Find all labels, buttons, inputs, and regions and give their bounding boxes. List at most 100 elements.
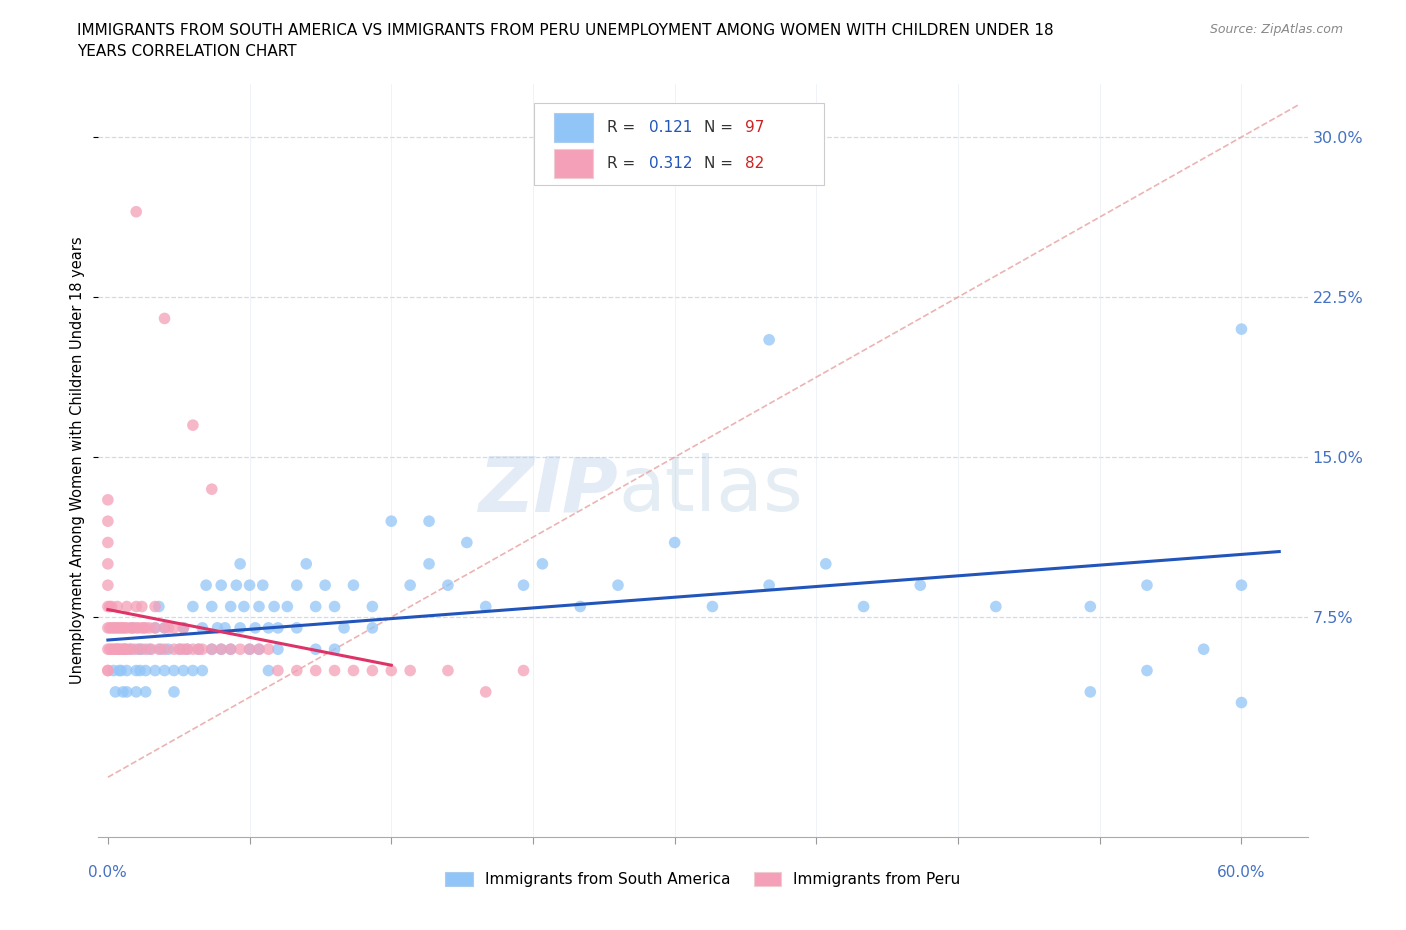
Point	[114, 620, 136, 635]
Point	[257, 663, 280, 678]
Point	[111, 620, 134, 635]
Point	[239, 642, 262, 657]
Point	[105, 620, 128, 635]
Point	[702, 599, 724, 614]
Point	[305, 599, 328, 614]
Point	[380, 663, 402, 678]
Point	[437, 578, 460, 592]
Point	[314, 578, 336, 592]
Point	[1078, 599, 1101, 614]
Point	[163, 642, 186, 657]
Point	[176, 642, 198, 657]
Point	[120, 620, 142, 635]
Point	[267, 620, 290, 635]
Point	[163, 684, 186, 699]
Point	[135, 684, 157, 699]
Point	[98, 620, 121, 635]
Point	[97, 492, 120, 507]
Point	[127, 620, 149, 635]
Text: 0.0%: 0.0%	[89, 865, 127, 880]
Point	[1230, 578, 1253, 592]
Legend: Immigrants from South America, Immigrants from Peru: Immigrants from South America, Immigrant…	[439, 866, 967, 894]
Point	[323, 663, 346, 678]
Point	[129, 663, 152, 678]
Point	[97, 599, 120, 614]
Point	[276, 599, 298, 614]
Point	[191, 620, 214, 635]
Point	[181, 663, 204, 678]
Point	[201, 482, 224, 497]
Point	[247, 642, 270, 657]
Point	[187, 642, 209, 657]
Point	[399, 663, 422, 678]
Point	[1192, 642, 1215, 657]
Point	[100, 599, 122, 614]
Point	[125, 620, 148, 635]
Text: 0.121: 0.121	[648, 120, 692, 135]
Point	[153, 642, 176, 657]
Point	[247, 599, 270, 614]
Point	[323, 642, 346, 657]
Point	[115, 684, 138, 699]
Text: 0.312: 0.312	[648, 156, 692, 171]
Point	[127, 642, 149, 657]
Point	[361, 599, 384, 614]
Point	[267, 663, 290, 678]
Point	[176, 642, 198, 657]
Point	[245, 620, 267, 635]
Point	[103, 663, 125, 678]
Point	[120, 642, 142, 657]
Point	[97, 578, 120, 592]
Point	[131, 642, 153, 657]
Point	[333, 620, 356, 635]
Text: N =: N =	[704, 120, 738, 135]
Point	[135, 642, 157, 657]
Point	[1078, 684, 1101, 699]
Point	[361, 663, 384, 678]
Text: Source: ZipAtlas.com: Source: ZipAtlas.com	[1209, 23, 1343, 36]
Point	[418, 556, 440, 571]
FancyBboxPatch shape	[534, 102, 824, 185]
Point	[125, 599, 148, 614]
Point	[169, 642, 191, 657]
Point	[201, 642, 224, 657]
Text: R =: R =	[607, 120, 641, 135]
Point	[758, 332, 780, 347]
Point	[98, 599, 121, 614]
Text: YEARS CORRELATION CHART: YEARS CORRELATION CHART	[77, 44, 297, 59]
Point	[209, 578, 232, 592]
Point	[474, 599, 496, 614]
Point	[512, 578, 534, 592]
Point	[342, 663, 364, 678]
Point	[97, 556, 120, 571]
Point	[97, 663, 120, 678]
Point	[143, 620, 166, 635]
Point	[135, 663, 157, 678]
Point	[103, 620, 125, 635]
Point	[263, 599, 285, 614]
Point	[125, 684, 148, 699]
FancyBboxPatch shape	[554, 149, 593, 178]
Point	[285, 620, 308, 635]
Point	[143, 620, 166, 635]
Point	[910, 578, 932, 592]
Point	[214, 620, 236, 635]
Text: N =: N =	[704, 156, 738, 171]
Point	[257, 620, 280, 635]
Text: 97: 97	[745, 120, 765, 135]
Point	[569, 599, 592, 614]
Point	[305, 663, 328, 678]
Point	[181, 642, 204, 657]
Point	[129, 642, 152, 657]
Point	[172, 663, 194, 678]
Point	[120, 642, 142, 657]
Point	[124, 642, 146, 657]
Point	[103, 642, 125, 657]
Point	[131, 620, 153, 635]
Point	[195, 578, 218, 592]
Point	[157, 620, 180, 635]
Point	[153, 620, 176, 635]
Point	[984, 599, 1007, 614]
Point	[207, 620, 229, 635]
FancyBboxPatch shape	[554, 113, 593, 141]
